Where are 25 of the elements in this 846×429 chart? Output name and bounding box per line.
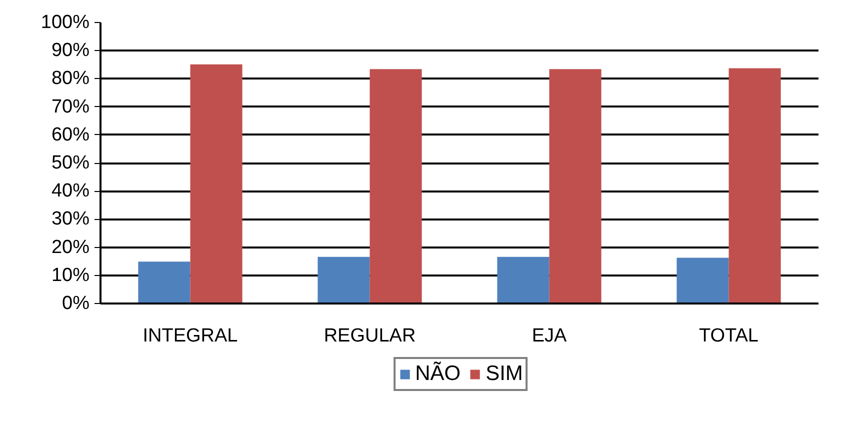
y-tick-label: 100%: [40, 12, 90, 33]
bar: [370, 69, 422, 304]
x-tick-label: INTEGRAL: [142, 326, 238, 346]
bar: [676, 258, 729, 304]
bar: [497, 256, 550, 304]
y-tick-label: 70%: [51, 96, 90, 118]
x-tick-label: TOTAL: [699, 326, 758, 346]
x-tick-label: REGULAR: [324, 326, 416, 346]
y-tick-label: 10%: [51, 264, 90, 286]
y-tick-label: 50%: [51, 152, 90, 174]
y-tick-label: 40%: [51, 180, 90, 202]
y-tick-label: 0%: [62, 293, 90, 314]
bar: [549, 69, 602, 304]
bar: [728, 68, 781, 304]
y-tick-label: 30%: [51, 208, 90, 230]
y-tick-label: 60%: [51, 124, 90, 146]
bar: [318, 256, 370, 304]
y-tick-label: 20%: [51, 236, 90, 258]
legend-label: SIM: [486, 362, 523, 386]
y-tick-label: 80%: [51, 68, 90, 90]
bar: [190, 64, 242, 304]
y-tick-label: 90%: [51, 40, 90, 62]
x-tick-label: EJA: [532, 326, 567, 346]
legend-label: NÃO: [415, 362, 461, 386]
bar: [138, 262, 190, 304]
